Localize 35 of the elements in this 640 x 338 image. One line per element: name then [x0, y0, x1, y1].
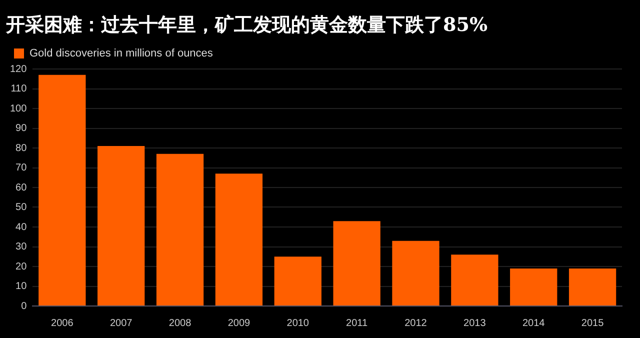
y-tick-label: 10: [16, 281, 28, 292]
y-tick-label: 70: [16, 162, 28, 174]
y-tick-label: 90: [16, 123, 28, 134]
x-tick-label: 2006: [51, 318, 74, 329]
y-tick-label: 80: [16, 142, 28, 154]
bar: [274, 256, 322, 306]
y-tick-label: 50: [16, 202, 28, 213]
y-tick-label: 120: [10, 64, 28, 75]
y-tick-label: 100: [10, 103, 28, 114]
y-tick-label: 0: [21, 300, 28, 312]
x-tick-label: 2007: [110, 318, 133, 329]
bar: [392, 240, 440, 306]
x-tick-label: 2014: [522, 318, 546, 329]
x-tick-label: 2008: [168, 318, 192, 329]
x-tick-label: 2011: [346, 318, 368, 329]
bar: [568, 268, 616, 306]
x-tick-label: 2010: [286, 318, 310, 329]
chart-title: 开采困难：过去十年里，矿工发现的黄金数量下跌了85%: [5, 13, 488, 38]
bar: [333, 221, 380, 306]
y-tick-label: 110: [10, 84, 28, 94]
bar: [510, 268, 558, 306]
y-tick-label: 30: [16, 242, 28, 252]
x-tick-label: 2012: [404, 318, 428, 329]
x-tick-label: 2009: [228, 318, 251, 329]
x-tick-label: 2013: [464, 318, 486, 329]
bar: [156, 154, 204, 306]
legend-label: Gold discoveries in millions of ounces: [30, 48, 214, 60]
bar: [38, 74, 86, 306]
bar: [98, 146, 145, 306]
x-tick-label: 2015: [581, 318, 604, 329]
bar: [215, 174, 263, 306]
y-tick-label: 20: [16, 261, 28, 272]
bar: [451, 254, 498, 306]
y-tick-label: 40: [16, 222, 28, 233]
y-tick-label: 60: [16, 182, 28, 194]
